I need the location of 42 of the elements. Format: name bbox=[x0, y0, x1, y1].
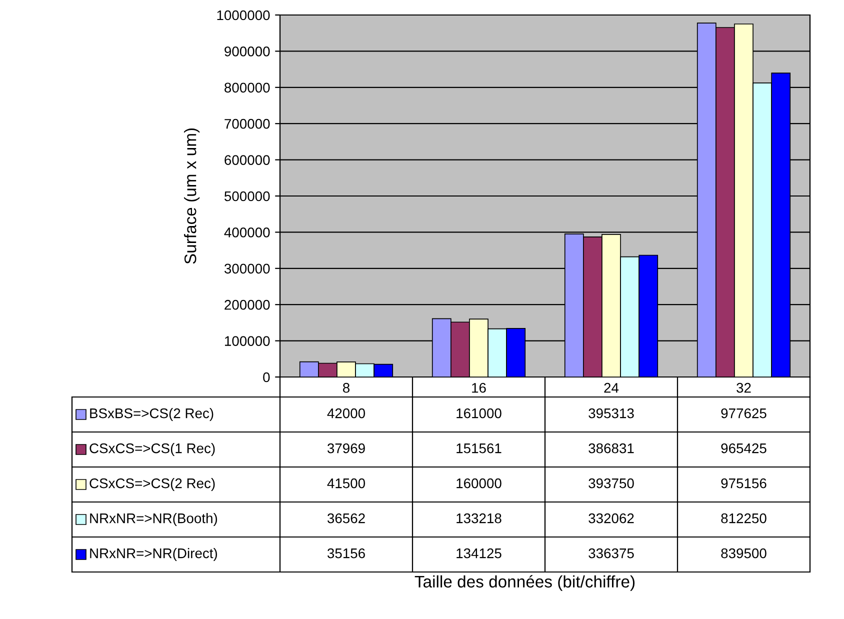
data-label: 151561 bbox=[456, 443, 502, 454]
legend-label: CSxCS=>CS(1 Rec) bbox=[90, 443, 215, 456]
data-label: 839500 bbox=[721, 548, 766, 558]
y-tick-label: 500000 bbox=[224, 191, 270, 202]
legend-label: NRxNR=>NR(Direct) bbox=[90, 548, 218, 561]
legend-label: BSxBS=>CS(2 Rec) bbox=[90, 408, 214, 421]
data-label: 977625 bbox=[721, 408, 766, 418]
data-label: 37969 bbox=[327, 443, 365, 454]
data-label: 36562 bbox=[327, 513, 365, 524]
data-label: 133218 bbox=[456, 513, 502, 524]
data-label: 332062 bbox=[588, 513, 634, 524]
y-axis-title: Surface (um x um) bbox=[184, 128, 200, 264]
x-tick-label: 16 bbox=[472, 382, 486, 393]
data-label: 395313 bbox=[588, 408, 634, 418]
y-tick-label: 400000 bbox=[224, 228, 270, 238]
x-tick-label: 32 bbox=[736, 382, 751, 393]
y-tick-label: 200000 bbox=[224, 300, 270, 310]
data-label: 35156 bbox=[327, 548, 365, 558]
y-tick-label: 700000 bbox=[224, 118, 270, 129]
data-label: 134125 bbox=[456, 548, 502, 558]
data-label: 812250 bbox=[721, 513, 766, 524]
data-label: 160000 bbox=[456, 478, 502, 488]
y-tick-label: 1000000 bbox=[217, 10, 270, 20]
text: Taille des données (bit/chiffre) bbox=[414, 575, 635, 591]
legend-label: NRxNR=>NR(Booth) bbox=[90, 513, 218, 526]
y-tick-label: 300000 bbox=[224, 264, 270, 274]
x-tick-label: 8 bbox=[342, 382, 350, 393]
y-tick-label: 600000 bbox=[224, 155, 270, 165]
data-label: 965425 bbox=[721, 443, 766, 454]
y-tick-label: 900000 bbox=[224, 46, 270, 56]
x-tick-label: 24 bbox=[604, 382, 619, 393]
y-tick-label: 800000 bbox=[224, 82, 270, 93]
data-label: 42000 bbox=[327, 408, 366, 418]
data-label: 161000 bbox=[456, 408, 502, 418]
y-tick-label: 0 bbox=[263, 372, 270, 382]
data-label: 386831 bbox=[588, 443, 634, 454]
y-tick-label: 100000 bbox=[224, 336, 270, 346]
data-label: 975156 bbox=[721, 478, 766, 488]
data-label: 393750 bbox=[588, 478, 634, 488]
legend-label: CSxCS=>CS(2 Rec) bbox=[90, 478, 215, 491]
data-label: 41500 bbox=[327, 478, 366, 488]
data-label: 336375 bbox=[588, 548, 634, 558]
